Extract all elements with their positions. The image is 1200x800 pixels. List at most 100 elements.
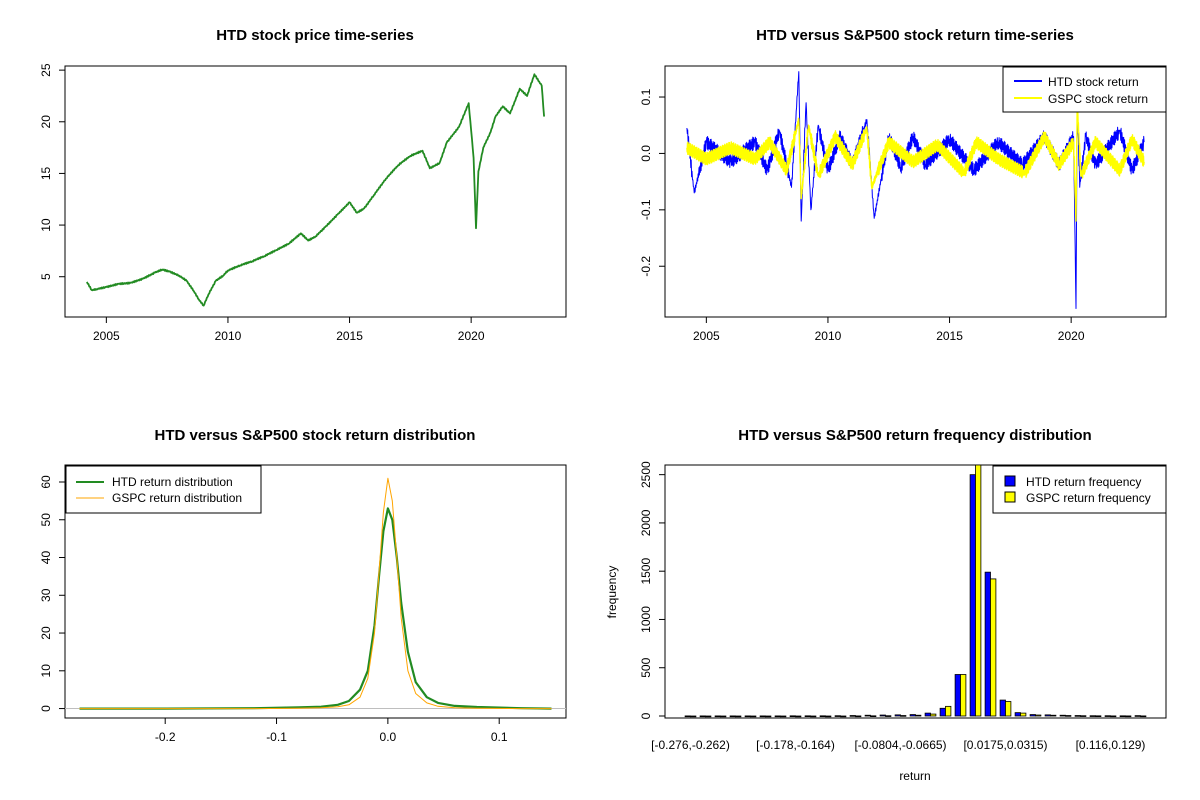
returns-x-tick-label: 2015 [936, 329, 963, 343]
density-plot-frame [64, 464, 567, 719]
price-y-tick-label: 20 [39, 115, 53, 129]
htd-frequency-bar [909, 714, 916, 717]
density-y-tick-label: 20 [39, 626, 53, 640]
htd-frequency-bar [759, 715, 766, 718]
htd-frequency-bar [1029, 714, 1036, 717]
gspc-frequency-bar [1095, 715, 1102, 718]
histogram-panel: HTD versus S&P500 return frequency distr… [605, 427, 1167, 783]
density-y-tick-label: 60 [39, 475, 53, 489]
gspc-frequency-bar [690, 715, 697, 718]
density-y-tick-label: 40 [39, 551, 53, 565]
htd-frequency-bar [1059, 714, 1066, 717]
returns-panel: HTD versus S&P500 stock return time-seri… [639, 27, 1167, 343]
htd-frequency-bar [984, 571, 991, 717]
price-y-tick-label: 25 [39, 63, 53, 77]
gspc-frequency-bar [1035, 714, 1042, 717]
htd-frequency-bar [1044, 714, 1051, 717]
htd-frequency-bar [714, 715, 721, 718]
returns-y-tick-label: -0.2 [639, 256, 653, 277]
histogram-legend-htd-label: HTD return frequency [1026, 475, 1141, 489]
returns-plot-frame [664, 65, 1167, 318]
htd-frequency-bar [1119, 715, 1126, 718]
htd-frequency-bar [729, 715, 736, 718]
histogram-x-tick-label: [0.116,0.129) [1076, 738, 1146, 752]
gspc-frequency-bar [915, 714, 922, 717]
histogram-y-tick-label: 1000 [639, 606, 653, 633]
htd-density-line [79, 507, 552, 710]
returns-chart-title: HTD versus S&P500 stock return time-seri… [756, 27, 1074, 44]
gspc-frequency-bar [870, 715, 877, 718]
htd-frequency-bar [954, 674, 961, 717]
htd-frequency-bar [1104, 715, 1111, 717]
density-panel: HTD versus S&P500 stock return distribut… [39, 427, 567, 744]
histogram-y-tick-label: 2500 [639, 461, 653, 488]
density-x-tick-label: -0.2 [155, 730, 176, 744]
htd-frequency-bar [879, 714, 886, 717]
returns-x-tick-label: 2005 [693, 329, 720, 343]
gspc-frequency-bar [1110, 715, 1117, 718]
density-x-tick-label: 0.0 [380, 730, 397, 744]
histogram-legend-gspc-label: GSPC return frequency [1026, 491, 1151, 505]
gspc-frequency-bar [1050, 714, 1057, 717]
price-plot: 2005 2010 2015 2020 5 10 15 20 25 [39, 63, 567, 343]
density-y-tick-label: 10 [39, 664, 53, 678]
htd-frequency-bar [864, 714, 871, 717]
density-legend-htd-label: HTD return distribution [112, 475, 233, 489]
histogram-plot-frame [664, 464, 1167, 719]
htd-price-line [86, 73, 545, 307]
gspc-frequency-bar [885, 715, 892, 717]
histogram-x-tick-label: [-0.0804,-0.0665) [854, 738, 946, 752]
histogram-y-tick-label: 0 [639, 712, 653, 719]
price-plot-frame [64, 65, 567, 318]
price-x-tick-label: 2015 [336, 329, 363, 343]
htd-frequency-bar [849, 715, 856, 717]
gspc-frequency-bar [705, 715, 712, 718]
gspc-frequency-bar [1080, 715, 1087, 717]
price-x-tick-label: 2005 [93, 329, 120, 343]
gspc-density-line [79, 477, 552, 710]
gspc-frequency-bar [855, 715, 862, 718]
htd-frequency-bar [699, 715, 706, 718]
gspc-frequency-bar [960, 674, 967, 717]
histogram-plot: 0 500 1000 1500 2000 2500 [-0.276,-0.262) [-0.1… [639, 461, 1167, 752]
price-y-tick-label: 15 [39, 166, 53, 180]
gspc-frequency-bar [720, 715, 727, 718]
returns-plot: 2005 2010 2015 2020 -0.2 -0.1 0.0 0.1 [639, 65, 1167, 343]
histogram-y-tick-label: 500 [639, 657, 653, 677]
histogram-y-tick-label: 1500 [639, 558, 653, 585]
histogram-legend-gspc-swatch [1004, 491, 1016, 503]
returns-y-tick-label: 0.1 [639, 88, 653, 105]
density-y-tick-label: 30 [39, 588, 53, 602]
histogram-x-tick-label: [-0.178,-0.164) [756, 738, 835, 752]
gspc-frequency-bar [750, 715, 757, 718]
htd-frequency-bar [804, 715, 811, 718]
density-legend-box [65, 465, 262, 514]
gspc-frequency-bar [780, 715, 787, 718]
histogram-x-tick-label: [-0.276,-0.262) [651, 738, 730, 752]
density-x-tick-label: 0.1 [491, 730, 508, 744]
density-legend-gspc-label: GSPC return distribution [112, 491, 242, 505]
density-chart-title: HTD versus S&P500 stock return distribut… [155, 427, 476, 444]
htd-frequency-bar [894, 714, 901, 717]
histogram-legend-htd-swatch [1004, 475, 1016, 487]
price-chart-title: HTD stock price time-series [216, 27, 414, 44]
gspc-frequency-bar [975, 464, 982, 717]
htd-frequency-bar [969, 474, 976, 717]
histogram-xlabel: return [899, 769, 930, 783]
htd-frequency-bar [744, 715, 751, 718]
returns-y-tick-label: 0.0 [639, 145, 653, 162]
gspc-frequency-bar [1125, 715, 1132, 718]
gspc-return-line [686, 101, 1145, 222]
returns-legend-gspc-label: GSPC stock return [1048, 92, 1148, 106]
htd-frequency-bar [684, 715, 691, 718]
gspc-frequency-bar [900, 715, 907, 717]
histogram-x-tick-label: [0.0175,0.0315) [963, 738, 1047, 752]
price-panel: HTD stock price time-series 2005 2010 2015… [39, 27, 567, 343]
gspc-frequency-bar [840, 715, 847, 718]
price-y-tick-label: 10 [39, 218, 53, 232]
htd-frequency-bar [774, 715, 781, 718]
htd-frequency-bar [1014, 712, 1021, 717]
gspc-frequency-bar [810, 715, 817, 718]
density-legend: HTD return distribution GSPC return dist… [65, 465, 262, 514]
